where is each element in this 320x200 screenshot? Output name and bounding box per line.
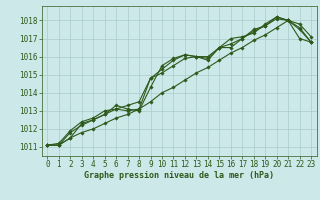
X-axis label: Graphe pression niveau de la mer (hPa): Graphe pression niveau de la mer (hPa) bbox=[84, 171, 274, 180]
